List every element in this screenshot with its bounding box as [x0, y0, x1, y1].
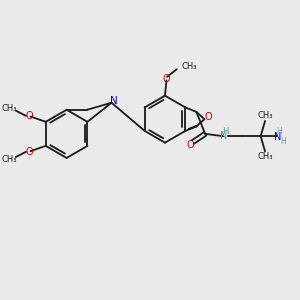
Text: H: H	[222, 127, 228, 136]
Text: CH₃: CH₃	[181, 62, 196, 71]
Text: CH₃: CH₃	[2, 104, 17, 113]
Text: O: O	[25, 111, 33, 121]
Text: O: O	[163, 74, 170, 84]
Text: H: H	[280, 137, 286, 146]
Text: CH₃: CH₃	[257, 111, 273, 120]
Text: O: O	[186, 140, 194, 150]
Text: O: O	[25, 147, 33, 157]
Text: CH₃: CH₃	[2, 155, 17, 164]
Text: O: O	[205, 112, 212, 122]
Text: H: H	[276, 127, 282, 136]
Text: N: N	[110, 96, 118, 106]
Text: CH₃: CH₃	[257, 152, 273, 161]
Text: N: N	[220, 131, 228, 142]
Text: N: N	[274, 132, 282, 142]
